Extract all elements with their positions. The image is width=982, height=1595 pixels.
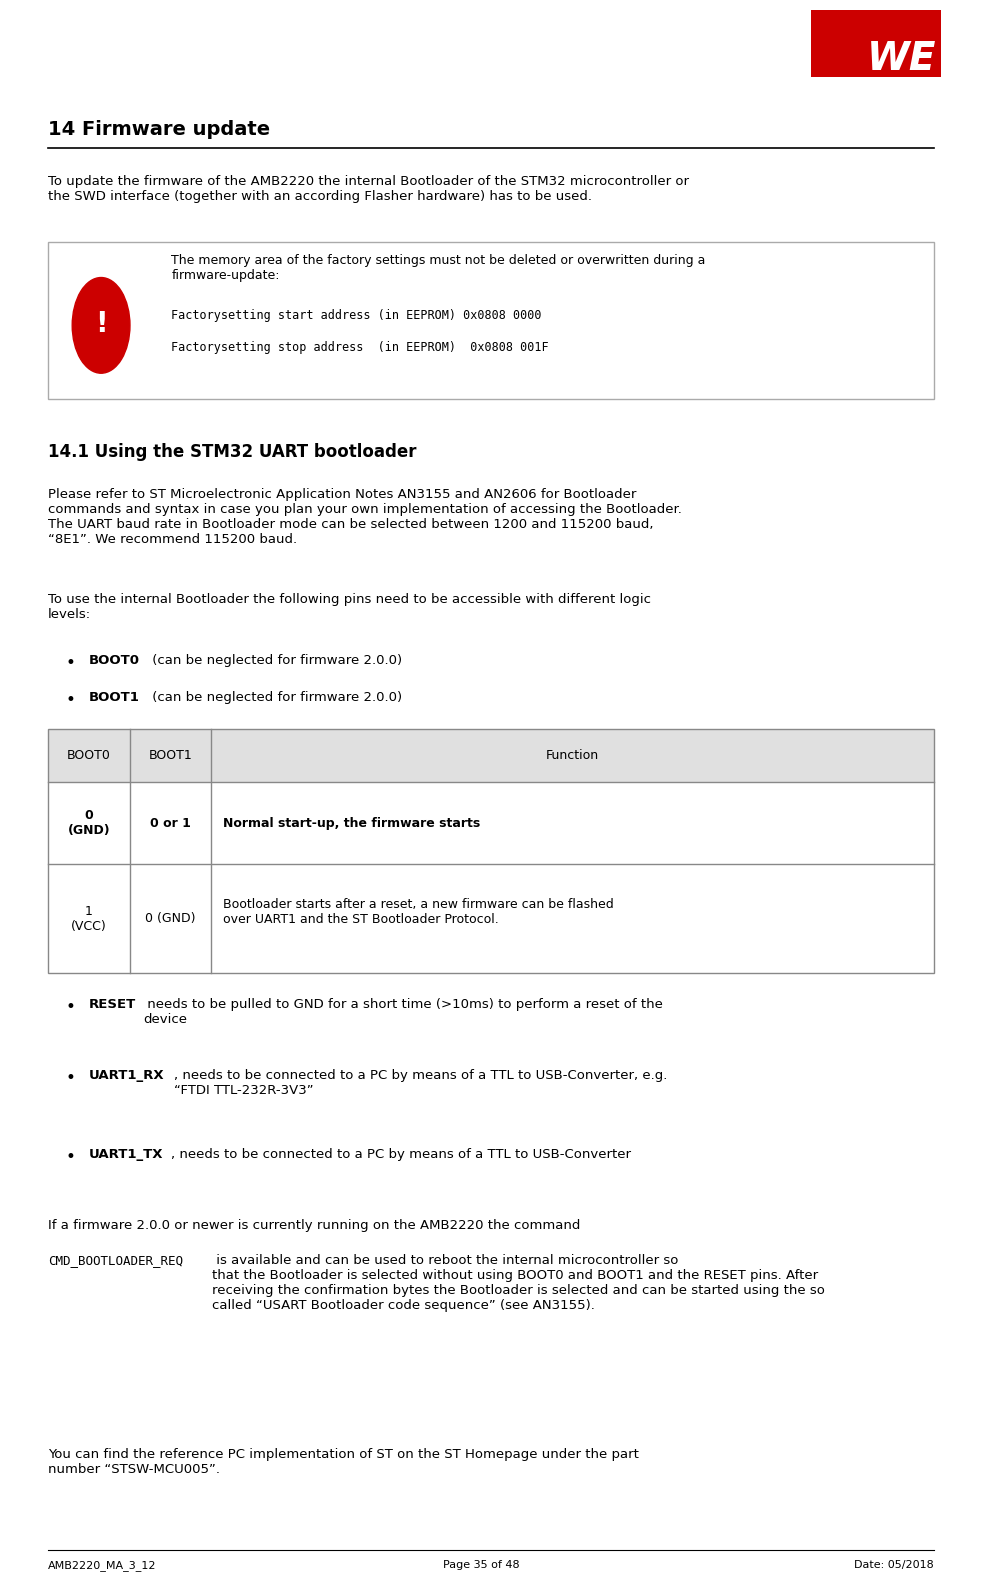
Text: Function: Function xyxy=(546,748,599,762)
Text: •: • xyxy=(66,1148,76,1166)
Text: (can be neglected for firmware 2.0.0): (can be neglected for firmware 2.0.0) xyxy=(148,654,403,667)
Circle shape xyxy=(73,278,130,373)
Text: Page 35 of 48: Page 35 of 48 xyxy=(443,1560,519,1569)
Text: (can be neglected for firmware 2.0.0): (can be neglected for firmware 2.0.0) xyxy=(148,691,403,703)
Text: BOOT1: BOOT1 xyxy=(88,691,139,703)
Text: UART1_TX: UART1_TX xyxy=(88,1148,163,1161)
Text: , needs to be connected to a PC by means of a TTL to USB-Converter, e.g.
“FTDI T: , needs to be connected to a PC by means… xyxy=(174,1069,668,1097)
Text: is available and can be used to reboot the internal microcontroller so
that the : is available and can be used to reboot t… xyxy=(212,1254,825,1311)
Text: To update the firmware of the AMB2220 the internal Bootloader of the STM32 micro: To update the firmware of the AMB2220 th… xyxy=(48,175,689,204)
Text: You can find the reference PC implementation of ST on the ST Homepage under the : You can find the reference PC implementa… xyxy=(48,1448,639,1477)
Text: WE: WE xyxy=(866,40,936,78)
Text: Factorysetting stop address  (in EEPROM)  0x0808 001F: Factorysetting stop address (in EEPROM) … xyxy=(172,341,549,354)
Text: RESET: RESET xyxy=(88,998,136,1011)
Text: Factorysetting start address (in EEPROM) 0x0808 0000: Factorysetting start address (in EEPROM)… xyxy=(172,309,542,322)
Text: Please refer to ST Microelectronic Application Notes AN3155 and AN2606 for Bootl: Please refer to ST Microelectronic Appli… xyxy=(48,488,682,545)
Text: 0
(GND): 0 (GND) xyxy=(68,809,110,837)
Text: 14 Firmware update: 14 Firmware update xyxy=(48,120,270,139)
Text: If a firmware 2.0.0 or newer is currently running on the AMB2220 the command: If a firmware 2.0.0 or newer is currentl… xyxy=(48,1219,580,1231)
FancyBboxPatch shape xyxy=(810,10,941,77)
Text: BOOT0: BOOT0 xyxy=(88,654,139,667)
Text: •: • xyxy=(66,998,76,1016)
Text: Bootloader starts after a reset, a new firmware can be flashed
over UART1 and th: Bootloader starts after a reset, a new f… xyxy=(223,898,614,927)
Text: needs to be pulled to GND for a short time (>10ms) to perform a reset of the
dev: needs to be pulled to GND for a short ti… xyxy=(143,998,663,1027)
Text: To use the internal Bootloader the following pins need to be accessible with dif: To use the internal Bootloader the follo… xyxy=(48,593,651,622)
FancyBboxPatch shape xyxy=(48,729,934,782)
Text: •: • xyxy=(66,691,76,708)
Text: Normal start-up, the firmware starts: Normal start-up, the firmware starts xyxy=(223,817,480,829)
FancyBboxPatch shape xyxy=(48,242,934,399)
Text: BOOT1: BOOT1 xyxy=(148,748,192,762)
Text: 1
(VCC): 1 (VCC) xyxy=(71,904,107,933)
Text: AMB2220_MA_3_12: AMB2220_MA_3_12 xyxy=(48,1560,157,1571)
Text: , needs to be connected to a PC by means of a TTL to USB-Converter: , needs to be connected to a PC by means… xyxy=(172,1148,631,1161)
Text: !: ! xyxy=(95,309,107,338)
Text: 0 (GND): 0 (GND) xyxy=(145,912,195,925)
Text: UART1_RX: UART1_RX xyxy=(88,1069,164,1081)
Text: •: • xyxy=(66,654,76,671)
Text: 14.1 Using the STM32 UART bootloader: 14.1 Using the STM32 UART bootloader xyxy=(48,443,416,461)
Text: 0 or 1: 0 or 1 xyxy=(150,817,191,829)
Text: •: • xyxy=(66,1069,76,1086)
Text: BOOT0: BOOT0 xyxy=(67,748,111,762)
Text: Date: 05/2018: Date: 05/2018 xyxy=(854,1560,934,1569)
Text: The memory area of the factory settings must not be deleted or overwritten durin: The memory area of the factory settings … xyxy=(172,254,706,282)
Text: CMD_BOOTLOADER_REQ: CMD_BOOTLOADER_REQ xyxy=(48,1254,183,1266)
